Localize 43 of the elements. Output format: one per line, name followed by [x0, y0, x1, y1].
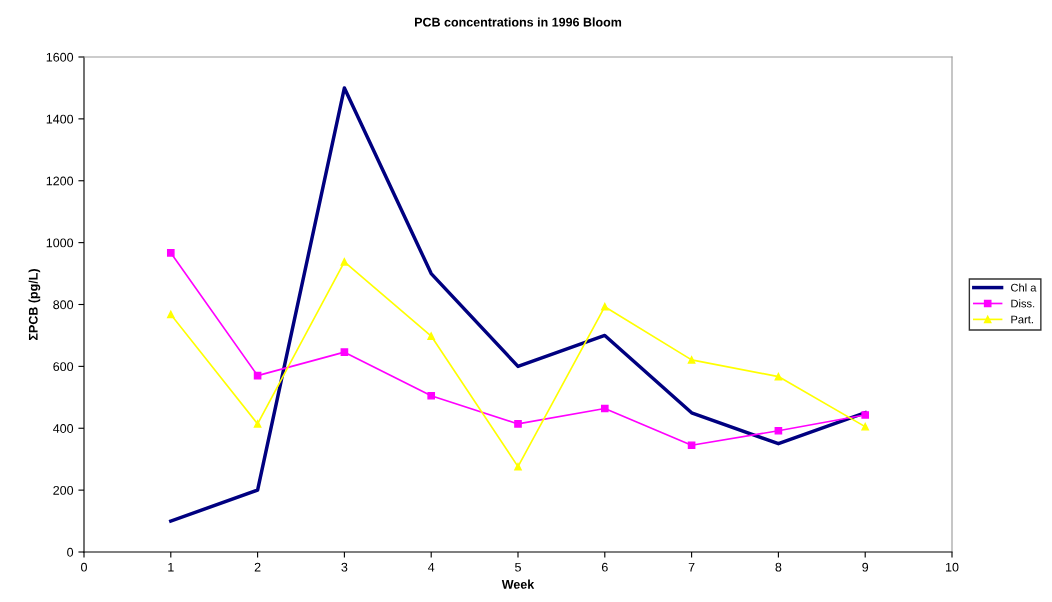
point	[253, 420, 262, 428]
x-tick-label: 1	[168, 562, 174, 572]
y-tick-label: 600	[53, 362, 74, 372]
x-tick-label: 4	[428, 562, 435, 572]
y-tick-label: 800	[53, 300, 74, 310]
point	[514, 420, 522, 428]
x-tick-label: 0	[81, 562, 87, 572]
x-tick-label: 3	[341, 562, 348, 572]
chart-title: PCB concentrations in 1996 Bloom	[415, 17, 622, 27]
legend-label: Chl a	[1011, 283, 1037, 292]
point	[427, 332, 436, 340]
y-tick-label: 400	[53, 424, 74, 433]
point	[861, 411, 870, 419]
x-tick-label: 9	[862, 562, 869, 572]
x-tick-label: 10	[946, 562, 959, 572]
legend-label: Diss.	[1011, 299, 1035, 308]
point	[427, 391, 436, 400]
y-tick-label: 0	[67, 547, 74, 557]
y-tick-label: 1200	[46, 176, 74, 186]
legend-label: Part.	[1011, 315, 1033, 324]
point	[340, 257, 349, 266]
point	[340, 348, 349, 356]
x-tick-label: 5	[515, 562, 521, 572]
y-tick-label: 1400	[46, 114, 74, 124]
x-tick-label: 2	[254, 562, 261, 572]
point	[600, 302, 609, 311]
y-tick-label: 1600	[46, 52, 74, 62]
point	[514, 462, 522, 471]
y-tick-label: 200	[53, 485, 74, 495]
point	[774, 426, 783, 435]
point	[166, 249, 175, 257]
x-tick-label: 7	[688, 562, 695, 572]
point	[861, 422, 870, 431]
point	[687, 441, 696, 450]
point	[687, 356, 696, 364]
x-tick-label: 6	[601, 562, 608, 572]
x-tick-label: 8	[775, 562, 782, 572]
y-tick-label: 1000	[46, 238, 74, 248]
point	[774, 372, 783, 381]
point	[166, 310, 175, 319]
point	[600, 404, 609, 413]
y-axis-title: ΣPCB (pg/L)	[28, 269, 41, 340]
x-axis-title: Week	[501, 579, 535, 589]
